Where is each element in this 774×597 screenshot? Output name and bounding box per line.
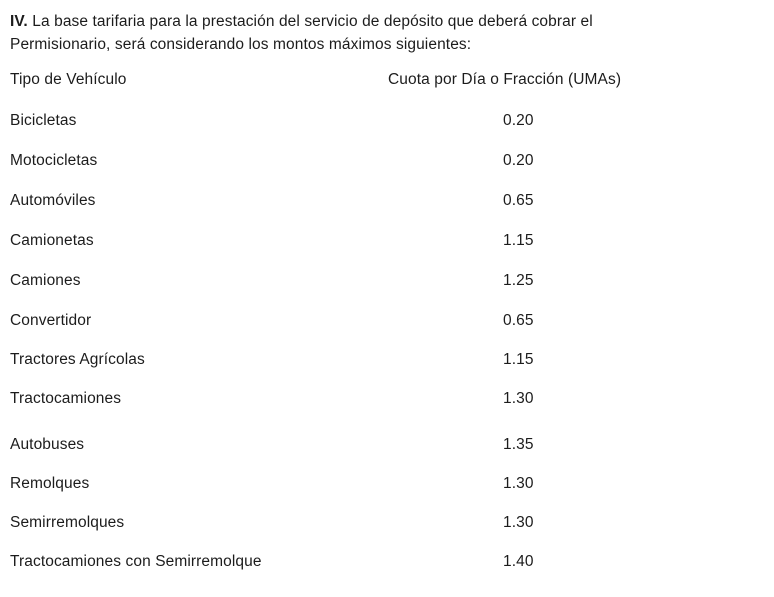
vehicle-type-label: Remolques xyxy=(10,475,90,492)
fee-column-header: Cuota por Día o Fracción (UMAs) xyxy=(388,71,622,88)
table-row: Bicicletas 0.20 xyxy=(0,112,774,132)
vehicle-type-label: Semirremolques xyxy=(10,514,125,531)
fee-value: 1.15 xyxy=(503,351,534,368)
vehicle-type-label: Bicicletas xyxy=(10,112,77,129)
vehicle-type-label: Motocicletas xyxy=(10,152,98,169)
vehicle-type-label: Autobuses xyxy=(10,436,85,453)
fee-value: 1.25 xyxy=(503,272,534,289)
table-row: Convertidor 0.65 xyxy=(0,312,774,332)
fee-value: 1.30 xyxy=(503,390,534,407)
table-row: Camiones 1.25 xyxy=(0,272,774,292)
fee-value: 1.30 xyxy=(503,475,534,492)
table-row: Motocicletas 0.20 xyxy=(0,152,774,172)
vehicle-type-label: Tractores Agrícolas xyxy=(10,351,145,368)
vehicle-type-label: Convertidor xyxy=(10,312,92,329)
vehicle-type-label: Automóviles xyxy=(10,192,96,209)
vehicle-type-label: Tractocamiones xyxy=(10,390,122,407)
table-row: Tractores Agrícolas 1.15 xyxy=(0,351,774,371)
table-row: Remolques 1.30 xyxy=(0,475,774,495)
fee-value: 1.15 xyxy=(503,232,534,249)
vehicle-type-label: Camiones xyxy=(10,272,81,289)
fee-value: 1.40 xyxy=(503,553,534,570)
table-row: Camionetas 1.15 xyxy=(0,232,774,252)
vehicle-type-label: Camionetas xyxy=(10,232,94,249)
table-row: Tractocamiones con Semirremolque 1.40 xyxy=(0,553,774,573)
table-header-row: Tipo de Vehículo Cuota por Día o Fracció… xyxy=(0,71,774,91)
table-row: Semirremolques 1.30 xyxy=(0,514,774,534)
clause-numeral: IV. xyxy=(10,13,28,30)
fee-value: 0.65 xyxy=(503,312,534,329)
table-row: Automóviles 0.65 xyxy=(0,192,774,212)
table-row: Tractocamiones 1.30 xyxy=(0,390,774,410)
fee-value: 1.35 xyxy=(503,436,534,453)
vehicle-type-label: Tractocamiones con Semirremolque xyxy=(10,553,262,570)
fee-value: 0.20 xyxy=(503,152,534,169)
fee-value: 1.30 xyxy=(503,514,534,531)
intro-text-line1: La base tarifaria para la prestación del… xyxy=(32,13,593,30)
table-row: Autobuses 1.35 xyxy=(0,436,774,456)
intro-text-line2: Permisionario, será considerando los mon… xyxy=(10,35,472,53)
fee-value: 0.65 xyxy=(503,192,534,209)
intro-paragraph: IV. La base tarifaria para la prestación… xyxy=(10,11,762,56)
fee-value: 0.20 xyxy=(503,112,534,129)
vehicle-type-column-header: Tipo de Vehículo xyxy=(10,71,127,88)
